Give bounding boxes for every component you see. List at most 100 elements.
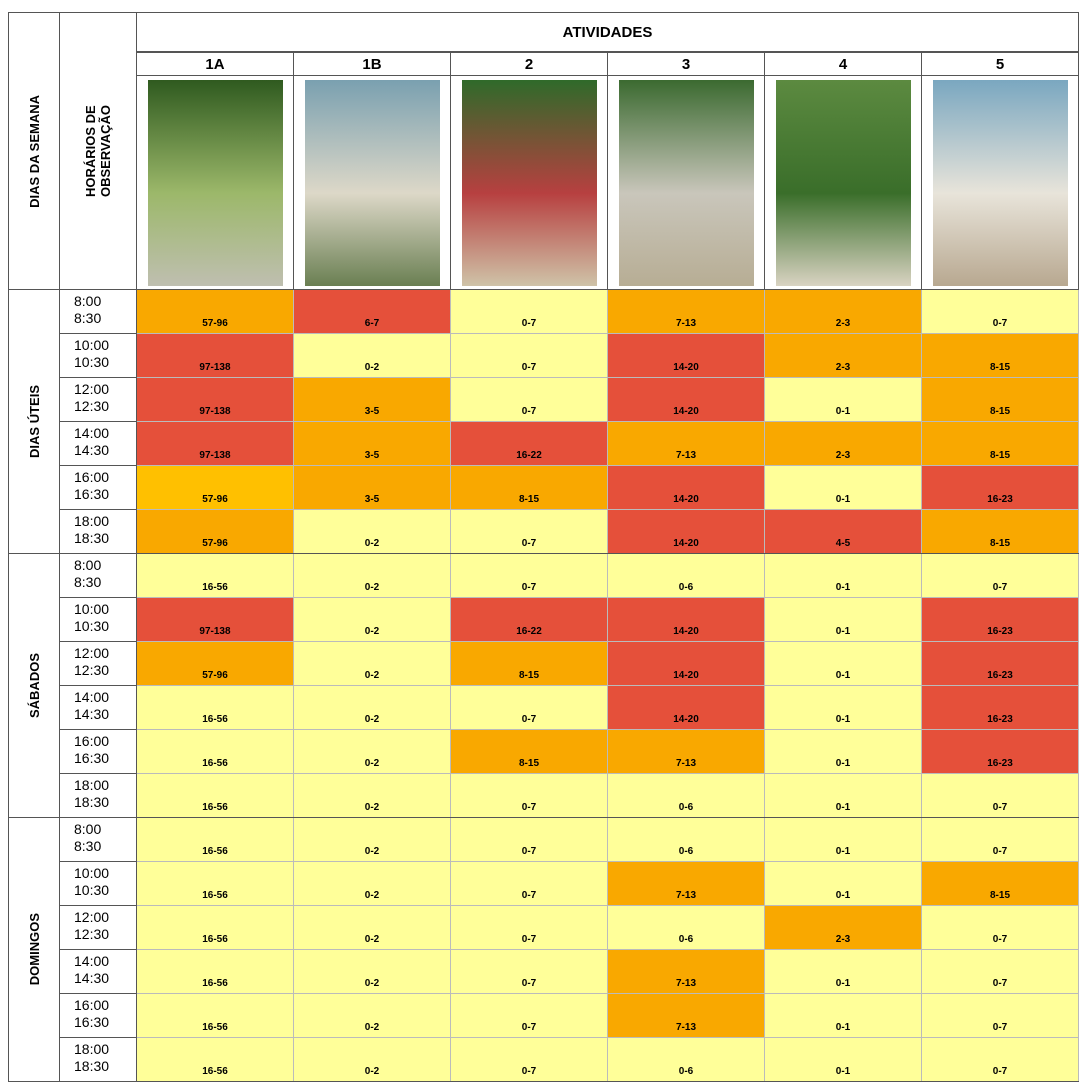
time-end: 10:30 bbox=[74, 882, 110, 898]
time-cell: 14:00 14:30 bbox=[60, 422, 137, 466]
value-text: 16-23 bbox=[987, 714, 1013, 725]
time-cell: 16:00 16:30 bbox=[60, 994, 137, 1038]
time-end: 8:30 bbox=[74, 310, 102, 326]
photo-cell bbox=[451, 76, 608, 290]
value-text: 0-2 bbox=[364, 538, 380, 549]
time-label-cell: HORÁRIOS DE OBSERVAÇÃO bbox=[60, 12, 137, 290]
value-cell: 0-7 bbox=[451, 818, 608, 862]
value-text: 8-15 bbox=[518, 670, 539, 681]
value-cell: 0-7 bbox=[922, 950, 1079, 994]
value-cell: 0-7 bbox=[451, 1038, 608, 1082]
value-text: 0-7 bbox=[521, 890, 537, 901]
time-start: 12:00 bbox=[74, 645, 110, 661]
time-end: 12:30 bbox=[74, 398, 110, 414]
value-text: 0-1 bbox=[835, 714, 851, 725]
time-end: 12:30 bbox=[74, 926, 110, 942]
value-text: 16-56 bbox=[202, 978, 228, 989]
value-text: 0-7 bbox=[992, 1066, 1008, 1077]
time-start: 18:00 bbox=[74, 513, 110, 529]
group-separator bbox=[8, 553, 1079, 554]
value-cell: 0-2 bbox=[294, 1038, 451, 1082]
time-cell: 12:00 12:30 bbox=[60, 906, 137, 950]
value-cell: 3-5 bbox=[294, 466, 451, 510]
value-cell: 16-23 bbox=[922, 730, 1079, 774]
value-cell: 57-96 bbox=[137, 290, 294, 334]
time-start: 18:00 bbox=[74, 777, 110, 793]
time-end: 18:30 bbox=[74, 530, 110, 546]
group-cell: DOMINGOS bbox=[8, 818, 60, 1082]
value-cell: 0-7 bbox=[922, 906, 1079, 950]
value-cell: 0-7 bbox=[922, 1038, 1079, 1082]
value-text: 0-7 bbox=[521, 538, 537, 549]
value-text: 7-13 bbox=[675, 1022, 696, 1033]
time-cell: 18:00 18:30 bbox=[60, 1038, 137, 1082]
value-cell: 0-7 bbox=[451, 554, 608, 598]
value-text: 0-7 bbox=[521, 802, 537, 813]
time-end: 8:30 bbox=[74, 838, 102, 854]
value-text: 3-5 bbox=[364, 450, 380, 461]
value-text: 0-1 bbox=[835, 406, 851, 417]
activity-photo bbox=[933, 80, 1068, 286]
time-end: 12:30 bbox=[74, 662, 110, 678]
value-cell: 0-7 bbox=[451, 774, 608, 818]
value-cell: 7-13 bbox=[608, 862, 765, 906]
value-text: 0-1 bbox=[835, 978, 851, 989]
value-text: 0-6 bbox=[678, 582, 694, 593]
value-text: 0-2 bbox=[364, 934, 380, 945]
value-cell: 0-2 bbox=[294, 730, 451, 774]
group-label-cell: DIAS DA SEMANA bbox=[8, 12, 60, 290]
value-text: 0-1 bbox=[835, 626, 851, 637]
value-text: 0-7 bbox=[992, 802, 1008, 813]
value-text: 14-20 bbox=[673, 714, 699, 725]
photo-cell bbox=[608, 76, 765, 290]
value-text: 0-7 bbox=[521, 846, 537, 857]
value-text: 97-138 bbox=[199, 362, 231, 373]
value-cell: 0-2 bbox=[294, 818, 451, 862]
value-text: 14-20 bbox=[673, 538, 699, 549]
value-text: 7-13 bbox=[675, 318, 696, 329]
value-text: 0-2 bbox=[364, 582, 380, 593]
value-cell: 0-2 bbox=[294, 906, 451, 950]
value-text: 0-7 bbox=[521, 934, 537, 945]
value-cell: 0-1 bbox=[765, 950, 922, 994]
value-text: 2-3 bbox=[835, 362, 851, 373]
value-text: 16-56 bbox=[202, 934, 228, 945]
time-end: 10:30 bbox=[74, 618, 110, 634]
value-text: 7-13 bbox=[675, 978, 696, 989]
value-text: 14-20 bbox=[673, 494, 699, 505]
value-cell: 0-2 bbox=[294, 862, 451, 906]
time-cell: 12:00 12:30 bbox=[60, 642, 137, 686]
activity-label-cell: 1B bbox=[294, 52, 451, 76]
time-cell: 12:00 12:30 bbox=[60, 378, 137, 422]
value-cell: 16-23 bbox=[922, 598, 1079, 642]
value-text: 8-15 bbox=[989, 890, 1010, 901]
value-cell: 2-3 bbox=[765, 290, 922, 334]
value-text: 0-7 bbox=[992, 582, 1008, 593]
value-text: 0-2 bbox=[364, 890, 380, 901]
value-cell: 8-15 bbox=[451, 466, 608, 510]
value-text: 0-1 bbox=[835, 758, 851, 769]
value-cell: 4-5 bbox=[765, 510, 922, 554]
photo-cell bbox=[294, 76, 451, 290]
activity-photo bbox=[619, 80, 754, 286]
time-start: 14:00 bbox=[74, 689, 110, 705]
value-cell: 14-20 bbox=[608, 686, 765, 730]
value-text: 0-7 bbox=[521, 318, 537, 329]
value-text: 16-56 bbox=[202, 582, 228, 593]
value-cell: 16-56 bbox=[137, 1038, 294, 1082]
time-cell: 10:00 10:30 bbox=[60, 334, 137, 378]
activity-photo bbox=[148, 80, 283, 286]
time-end: 16:30 bbox=[74, 750, 110, 766]
value-text: 97-138 bbox=[199, 450, 231, 461]
value-cell: 0-7 bbox=[922, 818, 1079, 862]
value-cell: 8-15 bbox=[922, 862, 1079, 906]
value-text: 0-2 bbox=[364, 1022, 380, 1033]
value-cell: 0-7 bbox=[922, 554, 1079, 598]
value-text: 0-1 bbox=[835, 1022, 851, 1033]
value-text: 16-56 bbox=[202, 1066, 228, 1077]
value-cell: 0-1 bbox=[765, 994, 922, 1038]
value-cell: 57-96 bbox=[137, 466, 294, 510]
value-text: 16-22 bbox=[516, 626, 542, 637]
value-text: 7-13 bbox=[675, 890, 696, 901]
value-cell: 0-2 bbox=[294, 642, 451, 686]
